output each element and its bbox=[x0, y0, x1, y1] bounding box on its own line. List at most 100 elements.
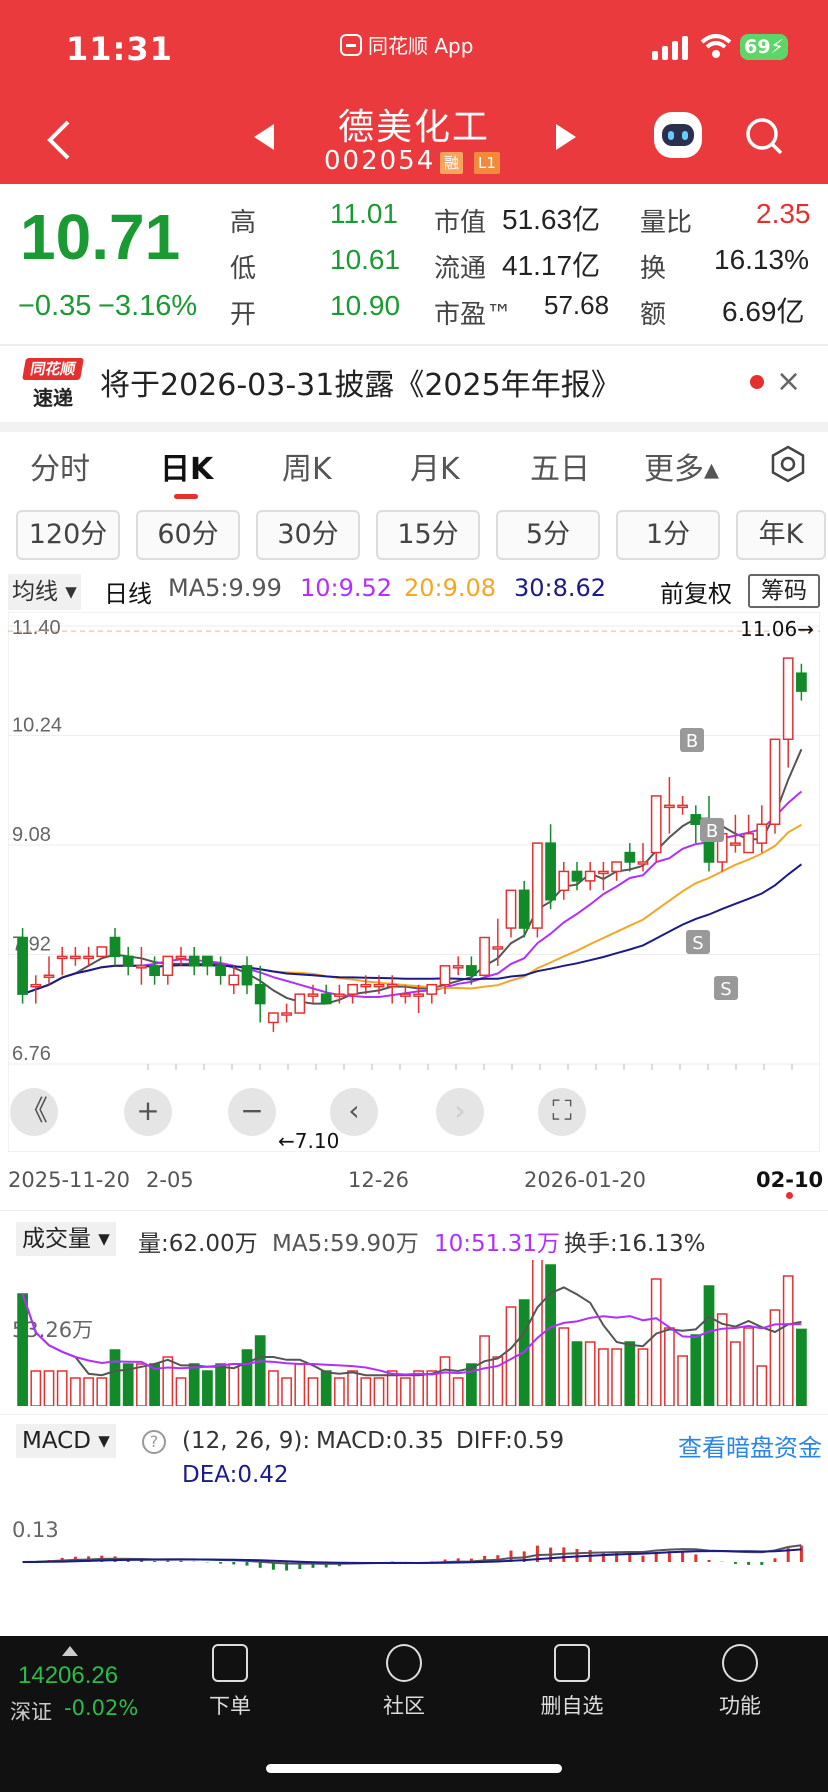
tab-daily-k[interactable]: 日K bbox=[160, 452, 214, 487]
pan-left-icon[interactable]: ‹ bbox=[330, 1088, 378, 1136]
volume-bar bbox=[202, 1370, 213, 1406]
wifi-icon bbox=[700, 34, 732, 58]
zoom-out-icon[interactable]: − bbox=[228, 1088, 276, 1136]
help-icon[interactable]: ? bbox=[142, 1430, 166, 1454]
volume-ma5: MA5:59.90万 bbox=[272, 1231, 419, 1257]
open-label: 开 bbox=[230, 300, 257, 330]
turnover-label: 换 bbox=[640, 254, 667, 284]
next-stock-icon[interactable] bbox=[556, 124, 576, 150]
divider bbox=[0, 1414, 828, 1415]
zoom-back-icon[interactable]: 《 bbox=[10, 1088, 58, 1136]
candle-body bbox=[426, 983, 438, 995]
diff-value: DIFF:0.59 bbox=[456, 1428, 565, 1454]
signal-icon bbox=[652, 34, 688, 60]
chart-frame bbox=[8, 612, 820, 1152]
period-60min[interactable]: 60分 bbox=[136, 510, 240, 560]
search-icon[interactable] bbox=[744, 116, 784, 156]
volume-bar bbox=[241, 1349, 253, 1406]
candle-body bbox=[756, 823, 768, 844]
candle-body bbox=[17, 936, 28, 995]
index-value[interactable]: 14206.26 bbox=[18, 1662, 119, 1689]
fullscreen-icon[interactable]: ⛶ bbox=[538, 1088, 586, 1136]
dark-pool-link[interactable]: 查看暗盘资金 bbox=[678, 1434, 822, 1462]
zoom-in-icon[interactable]: + bbox=[124, 1088, 172, 1136]
period-15min[interactable]: 15分 bbox=[376, 510, 480, 560]
low-value: 10.61 bbox=[330, 244, 401, 275]
tab-intraday[interactable]: 分时 bbox=[30, 452, 90, 487]
robot-assistant-icon[interactable] bbox=[654, 112, 702, 158]
community-button[interactable]: 社区 bbox=[354, 1644, 454, 1720]
volume-bar bbox=[149, 1363, 160, 1406]
candle-body bbox=[268, 1012, 279, 1024]
volume-bar bbox=[426, 1370, 438, 1406]
candle-body bbox=[796, 672, 807, 692]
period-5min[interactable]: 5分 bbox=[496, 510, 600, 560]
period-120min[interactable]: 120分 bbox=[16, 510, 120, 560]
svg-text:B: B bbox=[686, 731, 698, 752]
notice-text[interactable]: 将于2026-03-31披露《2025年年报》 bbox=[100, 368, 621, 403]
function-button[interactable]: 功能 bbox=[690, 1644, 790, 1720]
macd-select[interactable]: MACD ▾ bbox=[16, 1424, 116, 1458]
remove-watchlist-button[interactable]: 删自选 bbox=[522, 1644, 622, 1720]
volume-bar bbox=[690, 1334, 702, 1406]
close-notice-button[interactable]: × bbox=[776, 364, 802, 399]
ma10-value: 10:9.52 bbox=[300, 574, 393, 602]
prev-stock-icon[interactable] bbox=[254, 124, 274, 150]
candle-body bbox=[439, 965, 451, 986]
volume-bar bbox=[796, 1328, 807, 1406]
index-name: 深证 bbox=[10, 1700, 52, 1724]
index-change: -0.02% bbox=[64, 1696, 139, 1720]
back-icon[interactable] bbox=[44, 118, 74, 162]
x-label-start: 2025-11-20 bbox=[8, 1168, 131, 1192]
app-name: 同花顺 App bbox=[368, 34, 474, 58]
tab-more[interactable]: 更多▴ bbox=[644, 452, 720, 487]
chips-button[interactable]: 筹码 bbox=[748, 574, 820, 608]
active-tab-indicator bbox=[174, 494, 198, 499]
candle-body bbox=[598, 870, 609, 875]
period-1min[interactable]: 1分 bbox=[616, 510, 720, 560]
trade-marker-b: B bbox=[700, 818, 724, 842]
candle-body bbox=[281, 1012, 292, 1016]
divider bbox=[0, 1210, 828, 1211]
macd-chart[interactable] bbox=[8, 1500, 820, 1610]
volume-bar bbox=[584, 1341, 596, 1406]
volume-bar bbox=[492, 1356, 504, 1406]
candle-body bbox=[505, 889, 517, 929]
period-yearly[interactable]: 年K bbox=[736, 510, 826, 560]
volume-bar bbox=[228, 1363, 240, 1406]
candle-body bbox=[413, 993, 424, 997]
adjust-mode[interactable]: 前复权 bbox=[660, 580, 732, 608]
last-price: 10.71 bbox=[20, 201, 181, 273]
tab-five-day[interactable]: 五日 bbox=[530, 452, 590, 487]
order-button[interactable]: 下单 bbox=[180, 1644, 280, 1720]
volume-bar bbox=[703, 1285, 715, 1406]
volume-select[interactable]: 成交量 ▾ bbox=[16, 1222, 116, 1256]
candle-body bbox=[584, 870, 596, 882]
period-30min[interactable]: 30分 bbox=[256, 510, 360, 560]
ma-select[interactable]: 均线 ▾ bbox=[8, 574, 81, 610]
volume-bar bbox=[452, 1377, 464, 1406]
volume-bar bbox=[716, 1313, 728, 1406]
svg-text:S: S bbox=[720, 979, 731, 1000]
tab-monthly-k[interactable]: 月K bbox=[410, 452, 460, 487]
pan-right-icon[interactable]: › bbox=[436, 1088, 484, 1136]
menu-icon bbox=[722, 1644, 758, 1682]
divider bbox=[0, 344, 828, 346]
ma20-value: 20:9.08 bbox=[404, 574, 497, 602]
volume-bar bbox=[162, 1356, 174, 1406]
trade-marker-b: B bbox=[680, 728, 704, 752]
candle-body bbox=[624, 851, 636, 863]
volume-chart[interactable] bbox=[8, 1260, 820, 1406]
dea-value: DEA:0.42 bbox=[182, 1462, 289, 1488]
volume-bar bbox=[17, 1293, 28, 1406]
volume-bar bbox=[730, 1341, 741, 1406]
macd-params: (12, 26, 9): bbox=[182, 1428, 311, 1454]
volume-bar bbox=[598, 1348, 609, 1406]
settings-hexagon-icon[interactable] bbox=[768, 444, 808, 484]
volume-bar bbox=[769, 1309, 781, 1406]
candle-body bbox=[466, 965, 477, 977]
volume-bar bbox=[109, 1349, 121, 1406]
tab-weekly-k[interactable]: 周K bbox=[282, 452, 332, 487]
y-tick-label: 10.24 bbox=[12, 715, 62, 737]
